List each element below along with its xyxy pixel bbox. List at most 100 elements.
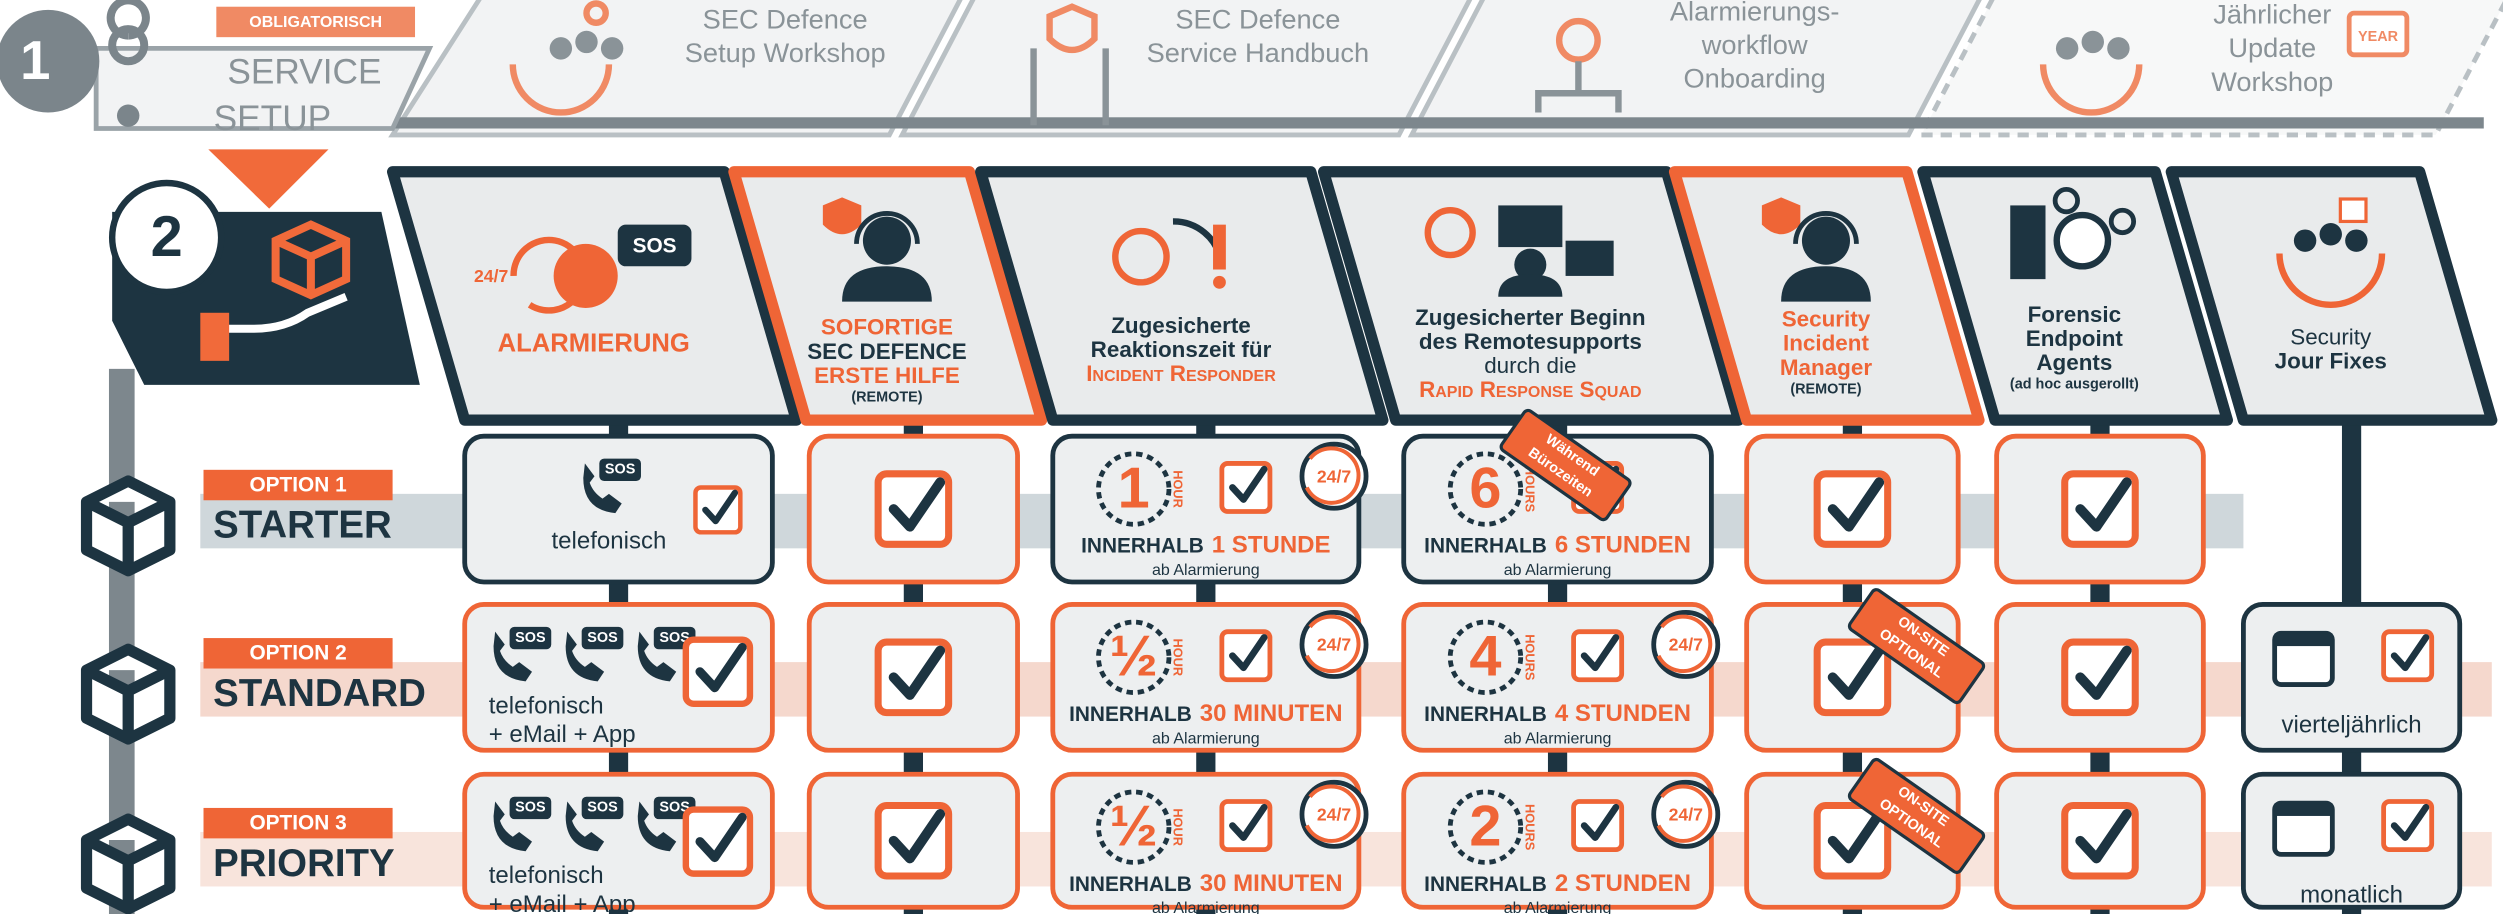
badge-bg: [1847, 757, 1986, 874]
hand-box-icon: [200, 220, 351, 361]
alarm-text: + eMail + App: [489, 891, 636, 914]
check-mark: [1229, 634, 1268, 672]
check-mark: [2390, 634, 2430, 672]
clock: [1651, 610, 1721, 679]
time-unit: HOURS: [1522, 466, 1537, 513]
phone: [637, 631, 677, 682]
cell: [1050, 433, 1362, 585]
column-title: Incident: [1783, 331, 1869, 356]
sos-text: SOS: [587, 800, 618, 816]
icon-gear: [583, 0, 609, 26]
header-icon: [2010, 186, 2137, 280]
calendar-text: YEAR: [2358, 29, 2399, 45]
clock-arc: [1304, 784, 1361, 843]
time-text: INNERHALB 4 STUNDEN: [1424, 700, 1691, 727]
stopwatch: [1112, 227, 1170, 286]
tower: [2010, 205, 2046, 280]
column-header: [1917, 166, 2233, 426]
column-title: SOFORTIGE: [821, 315, 953, 340]
alert-dot: [1213, 275, 1226, 289]
check-mark: [1580, 634, 1620, 672]
sos-tag: [599, 458, 641, 482]
time-lead: INNERHALB: [1081, 534, 1204, 557]
time-lead: INNERHALB: [1069, 872, 1192, 895]
column-title: Rapid Response Squad: [1419, 377, 1642, 402]
calendar-top: [2274, 633, 2333, 647]
sos-tag: [509, 796, 552, 820]
column-title: Agents: [2036, 350, 2112, 375]
clock-text: 24/7: [1669, 805, 1703, 825]
header-icon: [2276, 197, 2386, 308]
clock-text: 24/7: [1669, 635, 1703, 655]
time-amount: 30 MINUTEN: [1200, 870, 1343, 897]
stopwatch: [1424, 207, 1476, 259]
item-text: workflow: [1701, 29, 1808, 60]
check-mark: [1827, 477, 1885, 532]
item-people: [549, 30, 2130, 60]
head: [1514, 248, 1547, 281]
check-mark: [1827, 645, 1885, 700]
binary: [2053, 211, 2112, 270]
clock-text: 24/7: [1317, 635, 1351, 655]
check-mark: [695, 642, 747, 693]
cube: [80, 643, 176, 745]
icon-flow: [1535, 61, 1622, 113]
column-title: des Remotesupports: [1419, 329, 1642, 354]
option-label: OPTION 2: [249, 642, 346, 665]
badge-bg: [1499, 408, 1632, 522]
time-note: ab Alarmierung: [1152, 729, 1260, 747]
step-number: 2: [151, 205, 183, 269]
column-title: Security: [1782, 307, 1871, 332]
timer-ring: [1447, 451, 1524, 527]
pin-icon: [108, 25, 149, 66]
item-text: Service Handbuch: [1147, 37, 1370, 68]
clock: [1651, 779, 1721, 849]
calendar-top: [2274, 803, 2333, 816]
cube: [80, 475, 176, 577]
sos-text: SOS: [587, 630, 618, 646]
person: [2345, 229, 2368, 252]
headset: [1793, 211, 1859, 244]
sos-text: SOS: [515, 630, 546, 646]
clock-arc: [1304, 614, 1361, 674]
check-mark: [695, 812, 747, 863]
time-note: ab Alarmierung: [1152, 899, 1260, 914]
time-text: INNERHALB 30 MINUTEN: [1069, 870, 1342, 897]
clock-text: 24/7: [1317, 805, 1351, 825]
option-name: PRIORITY: [213, 842, 395, 885]
item-text: Jährlicher: [2213, 0, 2331, 30]
item-text: Workshop: [2211, 66, 2333, 97]
cube: [80, 813, 176, 914]
time-text: INNERHALB 30 MINUTEN: [1069, 700, 1342, 727]
time-lead: INNERHALB: [1424, 702, 1547, 725]
check-mark: [888, 645, 946, 700]
icon-arc: [509, 64, 613, 116]
column-header: [2165, 166, 2498, 426]
cell: [462, 433, 775, 585]
time-unit: HOUR: [1171, 808, 1186, 846]
setup-title: SERVICE: [227, 52, 381, 91]
time-amount: 6 STUNDEN: [1555, 532, 1691, 559]
setup-frame: [93, 45, 434, 131]
alarm-text: + eMail + App: [489, 721, 636, 748]
column-title: Jour Fixes: [2275, 348, 2387, 373]
step-number: 1: [20, 30, 50, 91]
badge-text: OBLIGATORISCH: [249, 13, 382, 31]
person: [2293, 229, 2317, 252]
sos-tag: [509, 626, 552, 650]
option-badge: [203, 638, 393, 669]
item-text: SEC Defence: [703, 3, 868, 34]
cell: [1050, 602, 1362, 753]
check-mark: [2075, 809, 2132, 864]
header-icon: 24/7 SOS: [474, 224, 692, 314]
cell: [1401, 602, 1714, 753]
magnifier: [2108, 207, 2137, 236]
monitor: [1498, 205, 1563, 248]
option-badge: [203, 807, 393, 839]
timer-ring: [1096, 619, 1172, 695]
time-lead: INNERHALB: [1424, 534, 1547, 557]
body: [1498, 274, 1563, 297]
time-amount: 2 STUNDEN: [1555, 870, 1691, 897]
